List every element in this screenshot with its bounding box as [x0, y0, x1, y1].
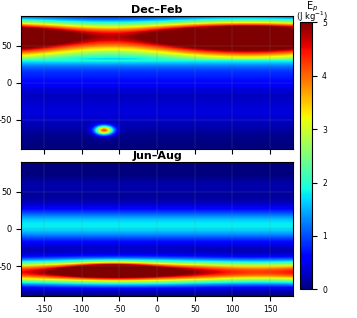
Title: Jun–Aug: Jun–Aug	[132, 151, 182, 162]
Title: Dec–Feb: Dec–Feb	[131, 5, 183, 15]
Text: (J kg$^{-1}$): (J kg$^{-1}$)	[296, 10, 328, 24]
Text: E$_p$: E$_p$	[306, 0, 318, 14]
